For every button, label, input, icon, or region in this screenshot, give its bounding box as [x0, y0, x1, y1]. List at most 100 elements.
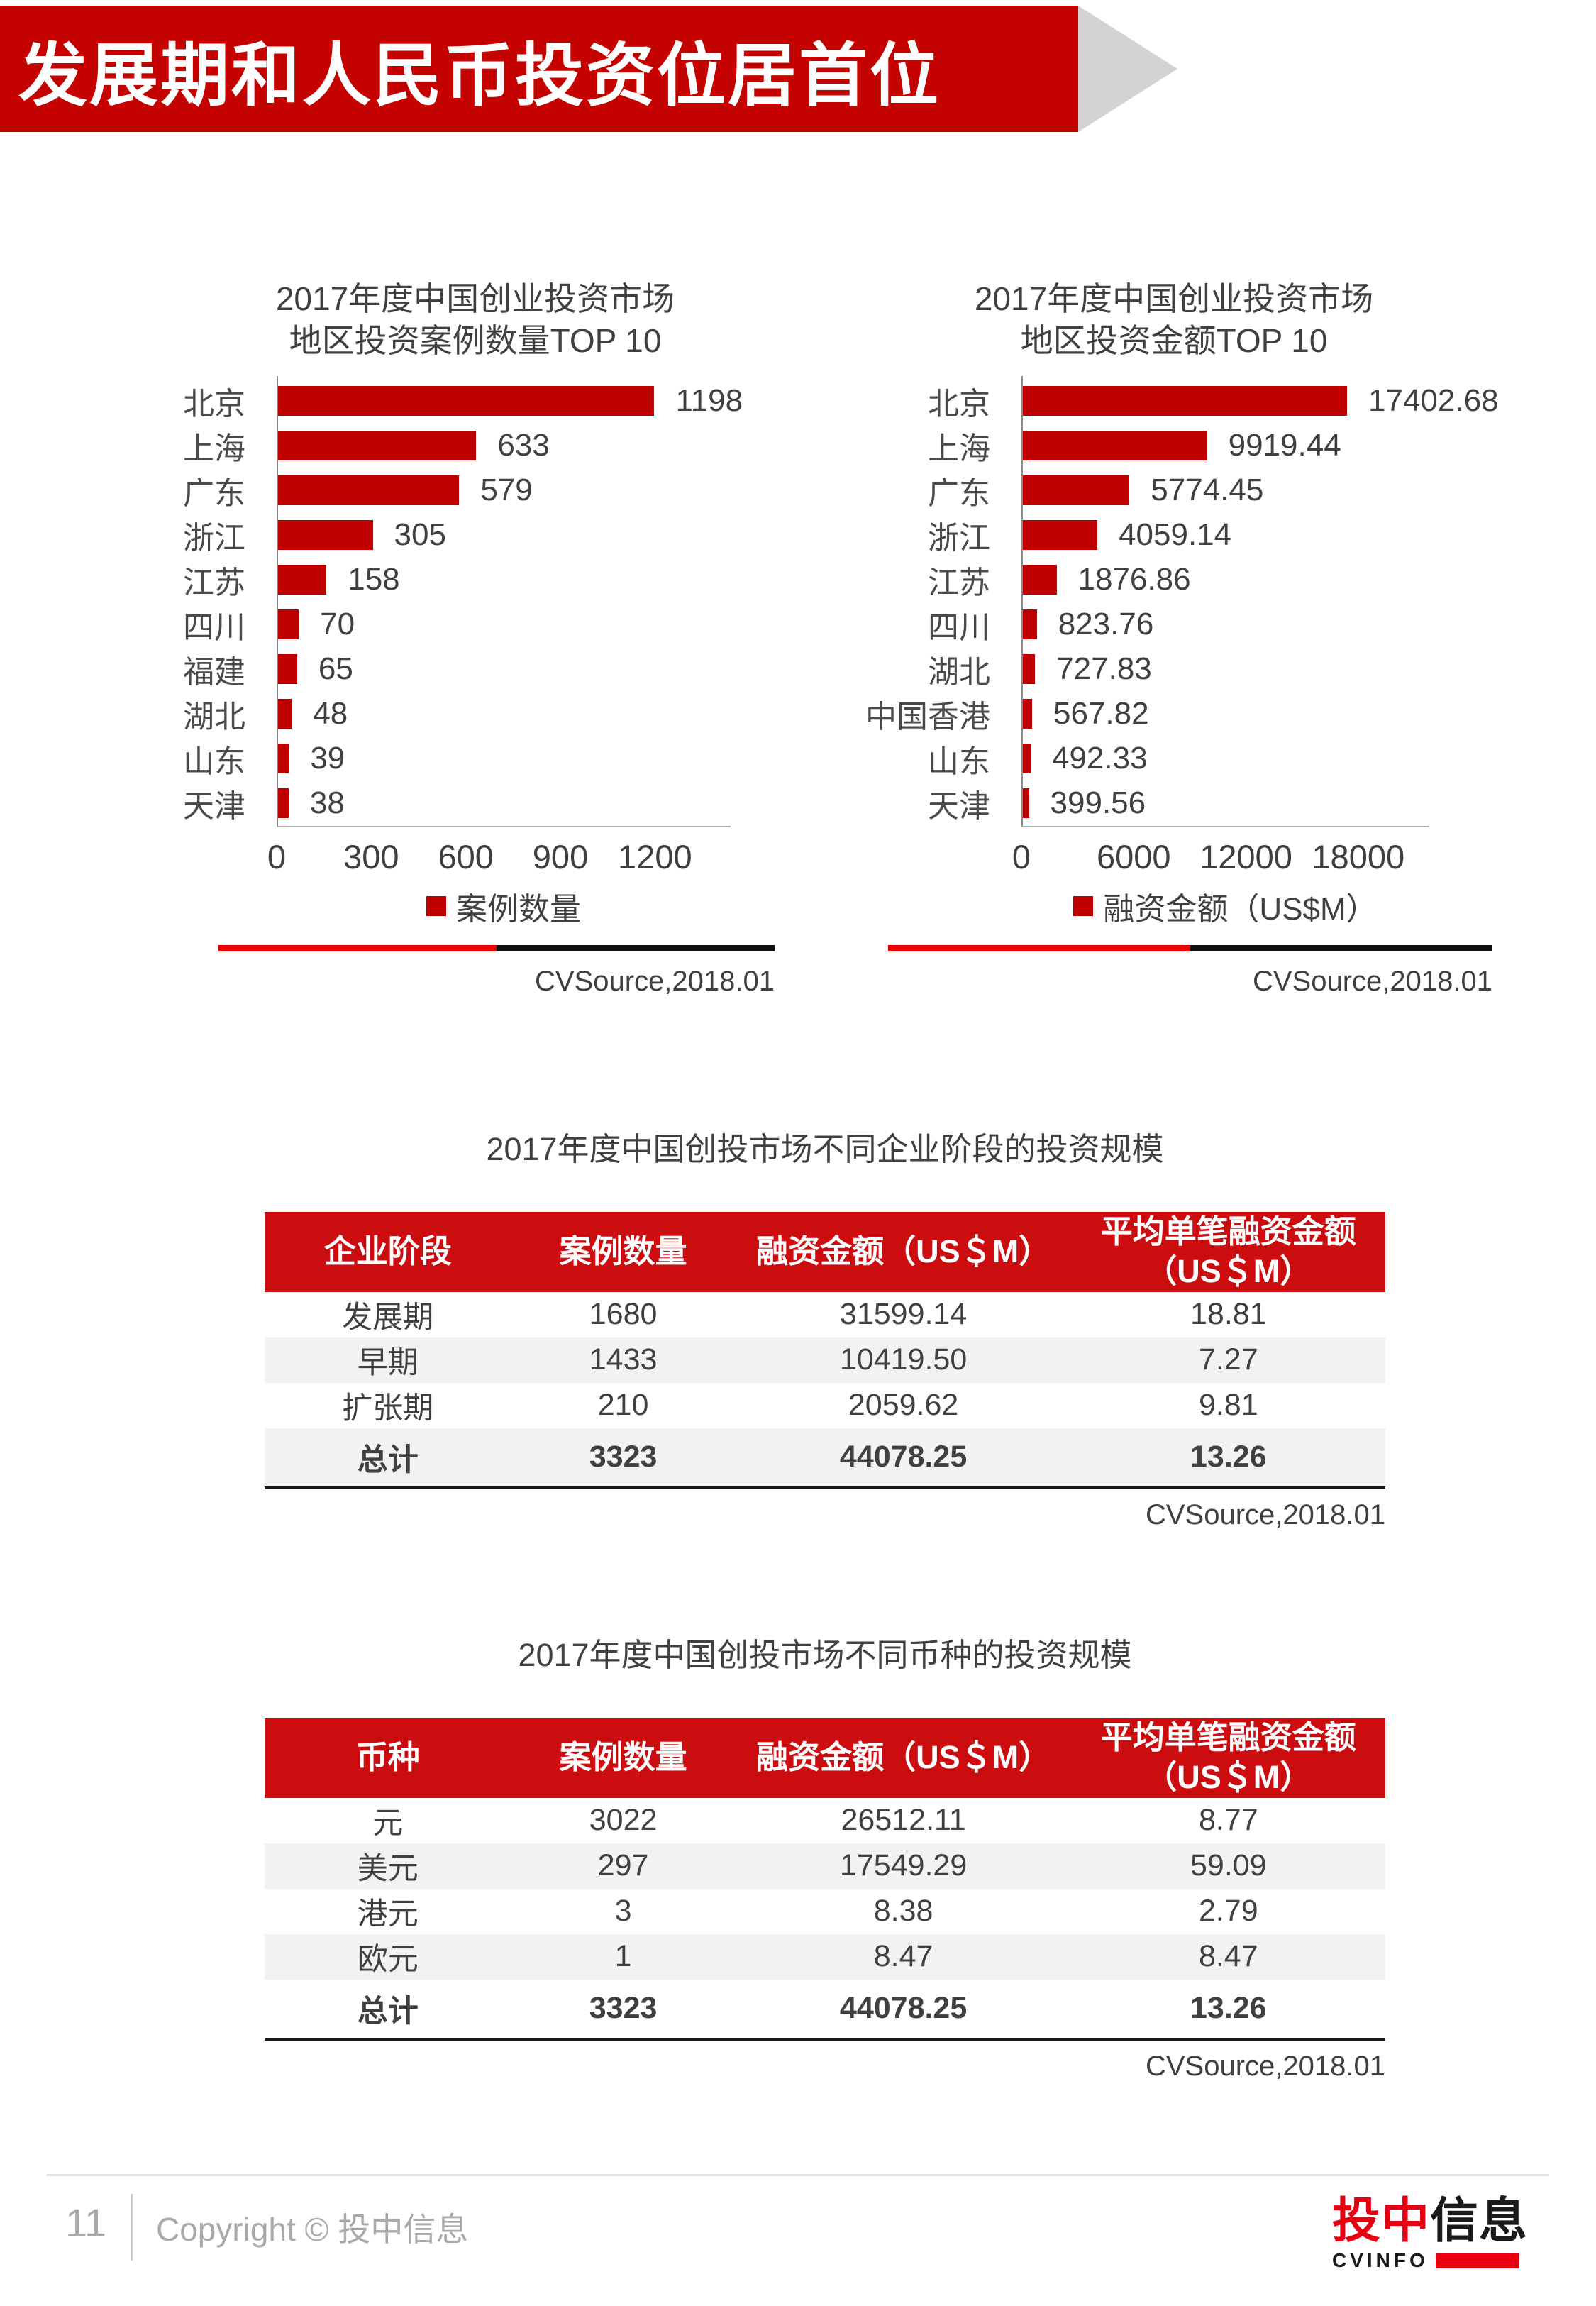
- cvinfo-logo: 投中信息 CVINFO: [1332, 2197, 1527, 2272]
- logo-subline: CVINFO: [1332, 2249, 1519, 2272]
- table-title: 2017年度中国创投市场不同企业阶段的投资规模: [486, 1131, 1164, 1167]
- bar-value-label: 1876.86: [1077, 562, 1191, 597]
- bar: [277, 744, 289, 774]
- bar-value-label: 633: [497, 428, 550, 463]
- page-title: 发展期和人民币投资位居首位: [18, 36, 941, 114]
- table-cell: 31599.14: [839, 1297, 968, 1331]
- bar-value-label: 5774.45: [1151, 473, 1264, 508]
- table-row: 扩张期 210 2059.62 9.81: [265, 1383, 1385, 1428]
- chart-amount-top10: 2017年度中国创业投资市场 地区投资金额TOP 10 北京 17402.68 上海…: [837, 278, 1511, 998]
- x-tick-label: 6000: [1096, 837, 1171, 876]
- bar-value-label: 823.76: [1058, 607, 1154, 642]
- bar-row: 北京 1198: [163, 379, 787, 424]
- y-axis-line: [1021, 375, 1023, 826]
- divider-black-segment: [1190, 944, 1492, 951]
- bar-value-label: 17402.68: [1368, 383, 1499, 419]
- chart-legend: 案例数量: [277, 884, 731, 928]
- bar: [1021, 699, 1032, 729]
- table-cell: 1: [614, 1939, 632, 1973]
- table-cell: 2.79: [1198, 1894, 1258, 1928]
- table-cell: 44078.25: [839, 1440, 968, 1474]
- bar-category-label: 浙江: [183, 521, 245, 556]
- bar: [1021, 386, 1348, 416]
- bar: [277, 386, 655, 416]
- table-cell: 扩张期: [342, 1391, 434, 1425]
- bar: [1021, 475, 1130, 506]
- chart-title: 2017年度中国创业投资市场 地区投资案例数量TOP 10: [163, 278, 787, 362]
- bar: [277, 565, 327, 595]
- table-row: 元 3022 26512.11 8.77: [265, 1798, 1385, 1843]
- divider-red-segment: [888, 944, 1190, 951]
- table-cell: 元: [372, 1806, 404, 1841]
- bar: [277, 475, 460, 506]
- page-number: 11: [65, 2200, 107, 2245]
- bar-category-label: 上海: [928, 431, 990, 467]
- bar-plot: 北京 17402.68 上海 9919.44 广东 5774.45 浙江 4059.14 江苏 1…: [837, 375, 1511, 827]
- table-head: 币种 案例数量 融资金额（US＄M） 平均单笔融资金额 （US＄M）: [265, 1718, 1385, 1798]
- table-cell: 美元: [357, 1851, 419, 1886]
- bar: [1021, 431, 1207, 461]
- logo-red-bar: [1435, 2253, 1519, 2268]
- footer-divider: [47, 2174, 1549, 2176]
- table-cell: 9.81: [1198, 1388, 1258, 1422]
- table-cell: 港元: [357, 1897, 419, 1931]
- bar-value-label: 567.82: [1053, 696, 1149, 732]
- table-row: 早期 1433 10419.50 7.27: [265, 1337, 1385, 1383]
- chevron-right-icon: [1078, 6, 1177, 132]
- table-cell: 3022: [589, 1803, 658, 1837]
- divider-black-segment: [497, 944, 775, 951]
- bar-category-label: 湖北: [928, 655, 990, 690]
- bar: [277, 654, 297, 685]
- bar-rows: 北京 1198 上海 633 广东 579 浙江 305 江苏 158 四川 70 福建 65 湖北 48 山东…: [163, 379, 787, 826]
- bar-row: 江苏 158: [163, 558, 787, 602]
- chart-title: 2017年度中国创业投资市场 地区投资金额TOP 10: [837, 278, 1511, 362]
- table-cell: 13.26: [1190, 1440, 1267, 1474]
- table-header-cell: 平均单笔融资金额 （US＄M）: [1071, 1212, 1385, 1292]
- bar-value-label: 48: [313, 696, 348, 732]
- table-cell: 210: [597, 1388, 649, 1422]
- table-cell: 44078.25: [839, 1991, 968, 2025]
- divider-red-segment: [218, 944, 497, 951]
- bar-category-label: 江苏: [183, 566, 245, 601]
- x-ticks: 0 300 600 900 1200: [267, 837, 731, 881]
- table-cell: 13.26: [1190, 1991, 1267, 2025]
- table-source: CVSource,2018.01: [1145, 2050, 1385, 2082]
- table-cell: 总计: [357, 1994, 419, 2029]
- table-header-cell: 案例数量: [511, 1718, 736, 1798]
- chart-title-line1: 2017年度中国创业投资市场: [974, 280, 1374, 317]
- x-axis-line: [1021, 825, 1429, 827]
- legend-label: 融资金额（US$M）: [1103, 891, 1378, 927]
- table-cell: 早期: [357, 1345, 419, 1380]
- footer-vertical-divider: [131, 2194, 133, 2261]
- bar: [1021, 520, 1098, 551]
- bar-row: 天津 399.56: [837, 781, 1511, 826]
- bar-row: 山东 492.33: [837, 737, 1511, 781]
- legend-swatch-icon: [426, 895, 446, 916]
- table-section-currency: 2017年度中国创投市场不同币种的投资规模 币种 案例数量 融资金额（US＄M） 平均…: [265, 1629, 1385, 2082]
- bar-row: 天津 38: [163, 781, 787, 826]
- chart-source: CVSource,2018.01: [1252, 965, 1492, 997]
- logo-wordmark: 投中信息: [1332, 2197, 1527, 2245]
- bar: [277, 431, 477, 461]
- bar-row: 江苏 1876.86: [837, 558, 1511, 602]
- bar-value-label: 727.83: [1056, 651, 1152, 687]
- data-table-stage: 企业阶段 案例数量 融资金额（US＄M） 平均单笔融资金额 （US＄M） 发展期 168…: [265, 1212, 1385, 1489]
- bar-row: 北京 17402.68: [837, 379, 1511, 424]
- bar-row: 广东 5774.45: [837, 468, 1511, 513]
- legend-label: 案例数量: [456, 891, 581, 927]
- bar-category-label: 四川: [928, 610, 990, 646]
- bar-row: 福建 65: [163, 647, 787, 692]
- table-cell: 8.47: [1198, 1939, 1258, 1973]
- bar-category-label: 四川: [183, 610, 245, 646]
- table-cell: 3323: [589, 1991, 658, 2025]
- bar-category-label: 广东: [183, 476, 245, 512]
- bar-row: 中国香港 567.82: [837, 692, 1511, 737]
- logo-text-black: 信息: [1430, 2194, 1529, 2248]
- bar-rows: 北京 17402.68 上海 9919.44 广东 5774.45 浙江 4059.14 江苏 1…: [837, 379, 1511, 826]
- table-cell: 1433: [589, 1342, 658, 1377]
- table-cell: 欧元: [357, 1942, 419, 1977]
- table-row: 美元 297 17549.29 59.09: [265, 1843, 1385, 1889]
- table-cell: 18.81: [1190, 1297, 1267, 1331]
- x-tick-label: 0: [1012, 837, 1031, 876]
- logo-sub-text: CVINFO: [1332, 2249, 1429, 2271]
